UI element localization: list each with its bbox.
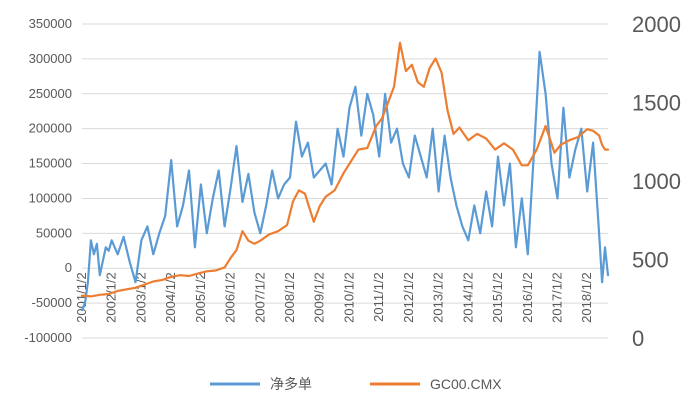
x-tick-label: 2016/1/2 [520,272,535,323]
legend-label-gold: GC00.CMX [430,376,502,392]
left-y-axis: -100000 -50000 0 50000 100000 150000 200000 250… [24,16,72,345]
x-tick-label: 2015/1/2 [490,272,505,323]
left-tick-label: 250000 [29,86,72,101]
x-tick-label: 2006/1/2 [223,272,238,323]
x-tick-label: 2017/1/2 [549,272,564,323]
x-tick-label: 2001/1/2 [74,272,89,323]
x-tick-label: 2009/1/2 [312,272,327,323]
x-tick-label: 2013/1/2 [431,272,446,323]
x-tick-label: 2008/1/2 [282,272,297,323]
right-tick-label: 2000 [632,12,681,37]
legend-label-net-long: 净多单 [270,376,312,392]
series-layer [80,41,610,312]
gridlines [82,23,608,339]
left-tick-label: 350000 [29,16,72,31]
x-tick-label: 2005/1/2 [193,272,208,323]
x-tick-label: 2012/1/2 [401,272,416,323]
x-tick-label: 2011/1/2 [371,272,386,322]
x-tick-label: 2014/1/2 [460,272,475,323]
left-tick-label: 100000 [29,190,72,205]
right-y-axis: 0 500 1000 1500 2000 [632,12,681,351]
x-tick-label: 2007/1/2 [252,272,267,323]
left-tick-label: 0 [65,260,72,275]
left-tick-label: 300000 [29,51,72,66]
left-tick-label: 50000 [36,225,72,240]
x-tick-label: 2010/1/2 [341,272,356,323]
right-tick-label: 1500 [632,91,681,116]
right-tick-label: 0 [632,326,644,351]
right-tick-label: 1000 [632,169,681,194]
x-tick-label: 2004/1/2 [163,272,178,323]
x-tick-label: 2002/1/2 [104,272,119,323]
legend: 净多单 GC00.CMX [210,376,502,392]
series-line-gold [80,41,610,298]
x-axis: 2001/1/2 2002/1/2 2003/1/2 2004/1/2 2005/1/2… [74,272,594,323]
left-tick-label: 200000 [29,121,72,136]
left-tick-label: -100000 [24,330,72,345]
left-tick-label: -50000 [32,295,72,310]
right-tick-label: 500 [632,248,669,273]
series-line-net-long [80,50,610,312]
left-tick-label: 150000 [29,156,72,171]
x-tick-label: 2018/1/2 [579,272,594,323]
